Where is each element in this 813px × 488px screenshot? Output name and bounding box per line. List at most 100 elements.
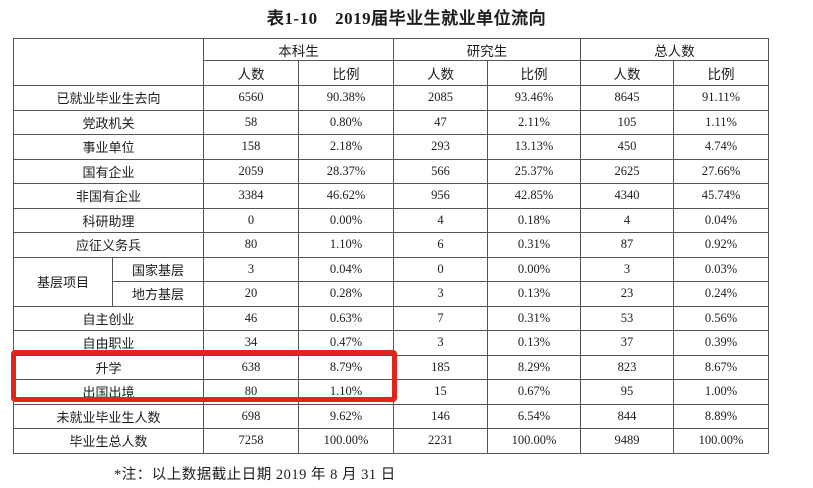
group-header-undergraduate: 本科生	[203, 38, 394, 61]
cell-value: 28.37%	[298, 158, 394, 184]
cell-value: 0	[393, 256, 488, 282]
cell-value: 698	[203, 403, 299, 429]
table-row: 非国有企业 3384 46.62% 956 42.85% 4340 45.74%	[13, 183, 769, 209]
row-label: 升学	[13, 354, 204, 380]
cell-value: 0.92%	[673, 232, 769, 258]
cell-value: 9489	[580, 428, 674, 454]
group-header-row: 本科生 研究生 总人数	[13, 38, 769, 86]
cell-value: 0.80%	[298, 109, 394, 135]
table-row: 应征义务兵 80 1.10% 6 0.31% 87 0.92%	[13, 232, 769, 258]
cell-value: 0.00%	[487, 256, 581, 282]
cell-value: 1.10%	[298, 379, 394, 405]
cell-value: 0.56%	[673, 305, 769, 331]
cell-value: 3	[393, 281, 488, 307]
cell-value: 185	[393, 354, 488, 380]
cell-value: 0.31%	[487, 232, 581, 258]
cell-value: 3	[393, 330, 488, 356]
row-label: 科研助理	[13, 207, 204, 233]
table-row: 自由职业 34 0.47% 3 0.13% 37 0.39%	[13, 330, 769, 356]
cell-value: 7258	[203, 428, 299, 454]
cell-value: 2.18%	[298, 134, 394, 160]
cell-value: 6.54%	[487, 403, 581, 429]
cell-value: 566	[393, 158, 488, 184]
sub-header-percent: 比例	[298, 60, 394, 86]
cell-value: 0.31%	[487, 305, 581, 331]
cell-value: 80	[203, 232, 299, 258]
cell-value: 6560	[203, 85, 299, 111]
table-row: 已就业毕业生去向 6560 90.38% 2085 93.46% 8645 91.11%	[13, 85, 769, 111]
cell-value: 146	[393, 403, 488, 429]
cell-value: 0.39%	[673, 330, 769, 356]
row-label: 自由职业	[13, 330, 204, 356]
cell-value: 450	[580, 134, 674, 160]
cell-value: 0.04%	[673, 207, 769, 233]
cell-value: 27.66%	[673, 158, 769, 184]
corner-cell	[13, 38, 204, 86]
row-label: 自主创业	[13, 305, 204, 331]
cell-value: 46.62%	[298, 183, 394, 209]
cell-value: 0	[203, 207, 299, 233]
sub-header-count: 人数	[393, 60, 488, 86]
cell-value: 4340	[580, 183, 674, 209]
cell-value: 0.18%	[487, 207, 581, 233]
cell-value: 8645	[580, 85, 674, 111]
cell-value: 1.10%	[298, 232, 394, 258]
cell-value: 8.29%	[487, 354, 581, 380]
cell-value: 1.00%	[673, 379, 769, 405]
table-row: 未就业毕业生人数 698 9.62% 146 6.54% 844 8.89%	[13, 403, 769, 429]
cell-value: 3	[580, 256, 674, 282]
cell-value: 45.74%	[673, 183, 769, 209]
cell-value: 58	[203, 109, 299, 135]
cell-value: 23	[580, 281, 674, 307]
cell-value: 0.24%	[673, 281, 769, 307]
group-header-total: 总人数	[580, 38, 769, 61]
cell-value: 95	[580, 379, 674, 405]
cell-value: 105	[580, 109, 674, 135]
row-label: 未就业毕业生人数	[13, 403, 204, 429]
table-row: 党政机关 58 0.80% 47 2.11% 105 1.11%	[13, 109, 769, 135]
cell-value: 158	[203, 134, 299, 160]
cell-value: 80	[203, 379, 299, 405]
cell-value: 100.00%	[673, 428, 769, 454]
sub-header-row: 人数 比例 人数 比例 人数 比例	[14, 60, 769, 86]
row-label: 非国有企业	[13, 183, 204, 209]
table-row: 毕业生总人数 7258 100.00% 2231 100.00% 9489 100.00%	[13, 428, 769, 454]
cell-value: 87	[580, 232, 674, 258]
row-label: 出国出境	[13, 379, 204, 405]
sub-header-percent: 比例	[487, 60, 581, 86]
cell-value: 90.38%	[298, 85, 394, 111]
row-label: 国家基层	[112, 256, 204, 282]
group-header-graduate: 研究生	[393, 38, 581, 61]
cell-value: 0.63%	[298, 305, 394, 331]
row-label: 地方基层	[112, 281, 204, 307]
cell-value: 6	[393, 232, 488, 258]
cell-value: 53	[580, 305, 674, 331]
table-row: 自主创业 46 0.63% 7 0.31% 53 0.56%	[13, 305, 769, 331]
cell-value: 8.79%	[298, 354, 394, 380]
cell-value: 93.46%	[487, 85, 581, 111]
cell-value: 956	[393, 183, 488, 209]
cell-value: 2.11%	[487, 109, 581, 135]
table-row: 国有企业 2059 28.37% 566 25.37% 2625 27.66%	[13, 158, 769, 184]
page-title: 表1-10 2019届毕业生就业单位流向	[266, 9, 547, 28]
cell-value: 47	[393, 109, 488, 135]
cell-value: 20	[203, 281, 299, 307]
table-row: 地方基层 20 0.28% 3 0.13% 23 0.24%	[14, 281, 769, 307]
cell-value: 4	[393, 207, 488, 233]
cell-value: 638	[203, 354, 299, 380]
sub-header-percent: 比例	[673, 60, 769, 86]
cell-value: 34	[203, 330, 299, 356]
table-header: 本科生 研究生 总人数 人数 比例 人数 比例 人数 比例	[13, 38, 769, 86]
cell-value: 8.67%	[673, 354, 769, 380]
cell-value: 823	[580, 354, 674, 380]
row-label: 已就业毕业生去向	[13, 85, 204, 111]
cell-value: 7	[393, 305, 488, 331]
cell-value: 15	[393, 379, 488, 405]
table-row: 出国出境 80 1.10% 15 0.67% 95 1.00%	[13, 379, 769, 405]
cell-value: 100.00%	[487, 428, 581, 454]
table-row: 基层项目 国家基层 3 0.04% 0 0.00% 3 0.03%	[13, 256, 769, 307]
row-label: 毕业生总人数	[13, 428, 204, 454]
cell-value: 46	[203, 305, 299, 331]
row-label: 国有企业	[13, 158, 204, 184]
cell-value: 91.11%	[673, 85, 769, 111]
